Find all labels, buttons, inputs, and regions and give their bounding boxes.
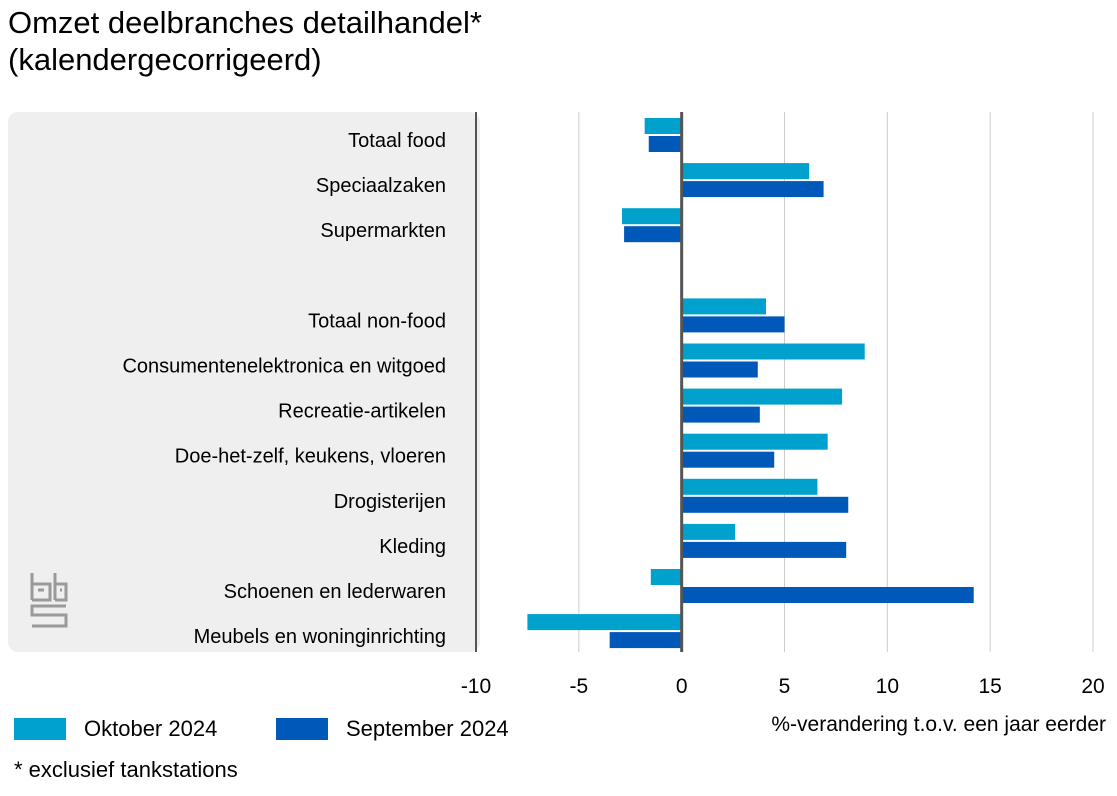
bar-oktober (681, 523, 736, 540)
legend-label-september: September 2024 (346, 716, 509, 741)
bar-oktober (650, 569, 682, 585)
x-axis-label: %-verandering t.o.v. een jaar eerder (771, 713, 1106, 736)
bar-september (681, 406, 760, 423)
category-label: Supermarkten (320, 220, 446, 242)
chart-title-line-1: Omzet deelbranches detailhandel* (8, 5, 482, 40)
bar-oktober (681, 433, 828, 450)
cbs-logo-icon (30, 573, 68, 628)
category-label: Schoenen en lederwaren (224, 581, 446, 603)
category-label: Recreatie-artikelen (278, 401, 446, 423)
bar-september (648, 136, 682, 152)
bar-september (681, 541, 847, 558)
legend-item-oktober: Oktober 2024 (14, 716, 217, 742)
category-label: Kleding (379, 536, 446, 558)
footnote: * exclusief tankstations (14, 757, 238, 782)
x-tick-label: 5 (779, 675, 791, 698)
bar-oktober (644, 118, 682, 134)
label-panel (8, 112, 480, 652)
bar-september (624, 226, 682, 243)
category-label: Speciaalzaken (316, 175, 446, 197)
category-label: Meubels en woninginrichting (194, 626, 446, 648)
x-tick-label: 10 (876, 675, 899, 698)
x-tick-label: -10 (461, 675, 491, 698)
bar-september (681, 587, 974, 603)
chart-title: Omzet deelbranches detailhandel* (kalend… (8, 4, 482, 78)
bar-oktober (622, 208, 682, 225)
bar-september (681, 181, 824, 198)
legend-label-oktober: Oktober 2024 (84, 716, 218, 741)
category-label: Consumentenelektronica en witgoed (122, 356, 446, 378)
x-tick-label: -5 (569, 675, 588, 698)
bar-oktober (681, 298, 766, 315)
chart-title-line-2: (kalendergecorrigeerd) (8, 42, 322, 77)
x-tick-label: 0 (676, 675, 688, 698)
category-label: Doe-het-zelf, keukens, vloeren (175, 446, 446, 468)
legend-swatch-september (276, 718, 328, 740)
bar-oktober (527, 614, 682, 631)
category-label: Totaal food (348, 130, 446, 152)
category-label: Totaal non-food (308, 310, 446, 332)
x-tick-label: 20 (1081, 675, 1104, 698)
x-tick-label: 15 (978, 675, 1001, 698)
cbs-logo-stroke (30, 604, 68, 628)
bar-september (681, 451, 775, 468)
legend-item-september: September 2024 (276, 716, 509, 742)
bar-oktober (681, 343, 865, 360)
bar-september (681, 316, 785, 333)
bar-september (681, 496, 849, 513)
bar-oktober (681, 388, 843, 405)
bar-oktober (681, 478, 818, 495)
legend-swatch-oktober (14, 718, 66, 740)
cbs-logo-stroke (53, 573, 68, 602)
category-label: Drogisterijen (334, 491, 446, 513)
bar-oktober (681, 163, 810, 180)
bar-september (681, 361, 758, 378)
bar-september (609, 632, 682, 649)
cbs-logo-stroke (30, 573, 52, 602)
